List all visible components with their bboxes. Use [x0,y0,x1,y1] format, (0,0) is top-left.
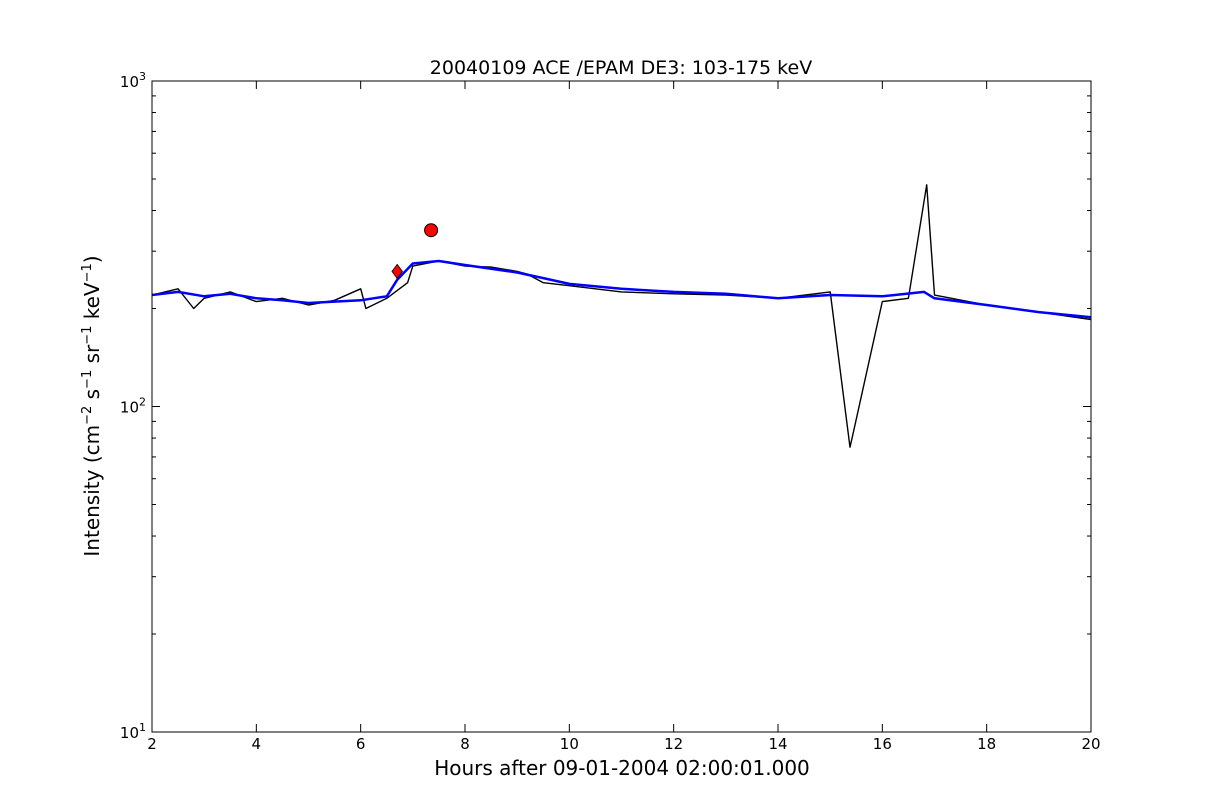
y-tick-exp: 3 [139,70,146,83]
y-axis-label: Intensity (cm−2 s−1 sr−1 keV−1) [80,255,104,556]
x-tick-label: 12 [664,735,683,753]
marker-diamond [391,263,403,280]
y-label-sr: sr [80,344,104,370]
markers-layer [391,223,439,280]
marker-circle [424,223,439,238]
chart-title: 20040109 ACE /EPAM DE3: 103-175 keV [430,57,812,79]
y-tick-label: 103 [120,70,146,91]
series-line-raw [151,184,1092,448]
y-tick-base: 10 [120,73,139,91]
x-tick-label: 18 [977,735,996,753]
y-tick-label: 102 [120,396,146,417]
ticks [151,80,1092,733]
x-tick-label: 14 [768,735,787,753]
y-tick-base: 10 [120,399,139,417]
y-tick-label: 101 [120,721,146,742]
plot-area [151,80,1092,733]
x-tick-label: 8 [460,735,470,753]
x-tick-label: 6 [356,735,366,753]
y-label-exp-4: −1 [80,263,95,282]
y-label-prefix: Intensity (cm [80,425,104,557]
x-tick-label: 4 [252,735,262,753]
x-axis-label: Hours after 09-01-2004 02:00:01.000 [434,756,810,780]
y-label-exp-3: −1 [80,326,95,345]
y-label-exp-1: −2 [80,406,95,425]
y-label-suffix: ) [80,255,104,263]
y-label-s: s [80,389,104,406]
y-label-exp-2: −1 [80,370,95,389]
y-tick-exp: 2 [139,396,146,409]
x-tick-label: 10 [560,735,579,753]
x-tick-label: 16 [873,735,892,753]
x-tick-label: 2 [147,735,157,753]
y-tick-exp: 1 [139,721,146,734]
x-tick-label: 20 [1081,735,1100,753]
x-tick-labels: 2 4 6 8 10 12 14 16 18 20 [147,735,1100,753]
y-tick-base: 10 [120,724,139,742]
y-label-kev: keV [80,282,104,326]
series-line-smoothed [151,259,1092,319]
plot-frame [151,80,1092,733]
series-layer [151,184,1092,448]
